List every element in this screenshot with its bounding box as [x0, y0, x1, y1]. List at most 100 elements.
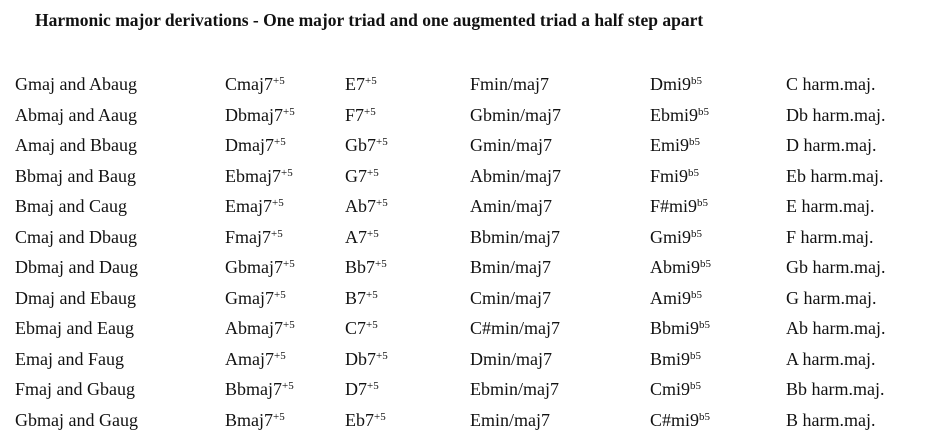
- cell-text: Dmaj7: [225, 135, 274, 155]
- cell-text: Ebmaj and Eaug: [15, 318, 134, 338]
- dom7-sharp5-chord-cell: E7+5: [345, 69, 377, 99]
- cell-text: D harm.maj.: [786, 135, 877, 155]
- mi9-flat5-chord-cell: Fmi9b5: [650, 161, 699, 191]
- cell-text: Gbmaj and Gaug: [15, 409, 138, 430]
- cell-text: Cmaj7: [225, 74, 273, 94]
- mi9-flat5-chord-cell: C#mi9b5: [650, 405, 710, 435]
- cell-superscript: b5: [699, 410, 711, 423]
- triad-pair-cell: Ebmaj and Eaug: [15, 313, 134, 343]
- cell-text: Bb7: [345, 257, 376, 277]
- harmonic-major-scale-cell: Bb harm.maj.: [786, 374, 884, 404]
- cell-superscript: b5: [699, 319, 711, 331]
- cell-text: Gb harm.maj.: [786, 257, 886, 277]
- maj7-sharp5-chord-cell: Emaj7+5: [225, 191, 284, 221]
- cell-superscript: +5: [367, 227, 379, 240]
- mi9-flat5-chord-cell: Bmi9b5: [650, 344, 701, 374]
- dom7-sharp5-chord-cell: Db7+5: [345, 344, 388, 374]
- min-maj7-chord-cell: C#min/maj7: [470, 313, 560, 343]
- cell-superscript: +5: [364, 105, 376, 118]
- cell-text: Ami9: [650, 287, 692, 308]
- cell-text: B7: [345, 287, 367, 308]
- mi9-flat5-chord-cell: Cmi9b5: [650, 374, 701, 404]
- cell-text: Ab7: [345, 196, 376, 216]
- min-maj7-chord-cell: Abmin/maj7: [470, 161, 561, 191]
- cell-text: Amaj and Bbaug: [15, 135, 137, 155]
- mi9-flat5-chord-cell: Ebmi9b5: [650, 100, 709, 130]
- maj7-sharp5-chord-cell: Amaj7+5: [225, 344, 286, 374]
- harmonic-major-scale-cell: Ab harm.maj.: [786, 313, 885, 343]
- table-row: Fmaj and Gbaug Bbmaj7+5 D7+5 Ebmin/maj7 Cmi9…: [0, 374, 940, 405]
- cell-superscript: b5: [690, 380, 702, 392]
- cell-superscript: +5: [272, 197, 284, 209]
- cell-text: A7: [345, 226, 367, 247]
- cell-text: E harm.maj.: [786, 196, 875, 216]
- min-maj7-chord-cell: Bbmin/maj7: [470, 222, 560, 252]
- harmonic-major-scale-cell: G harm.maj.: [786, 283, 876, 313]
- cell-text: Cmaj and Dbaug: [15, 226, 137, 247]
- derivations-table: Gmaj and Abaug Cmaj7+5 E7+5 Fmin/maj7 Dmi9b5…: [0, 69, 940, 435]
- min-maj7-chord-cell: Gmin/maj7: [470, 130, 552, 160]
- maj7-sharp5-chord-cell: Ebmaj7+5: [225, 161, 293, 191]
- cell-superscript: +5: [274, 349, 286, 362]
- cell-superscript: +5: [376, 197, 388, 209]
- triad-pair-cell: Bbmaj and Baug: [15, 161, 136, 191]
- table-row: Gmaj and Abaug Cmaj7+5 E7+5 Fmin/maj7 Dmi9b5…: [0, 69, 940, 100]
- cell-text: C harm.maj.: [786, 74, 876, 94]
- cell-text: G harm.maj.: [786, 287, 877, 308]
- min-maj7-chord-cell: Ebmin/maj7: [470, 374, 559, 404]
- cell-text: Bmaj and Caug: [15, 196, 127, 216]
- table-row: Dbmaj and Daug Gbmaj7+5 Bb7+5 Bmin/maj7 Abmi…: [0, 252, 940, 283]
- maj7-sharp5-chord-cell: Dmaj7+5: [225, 130, 286, 160]
- min-maj7-chord-cell: Fmin/maj7: [470, 69, 549, 99]
- dom7-sharp5-chord-cell: G7+5: [345, 161, 379, 191]
- cell-superscript: +5: [283, 105, 295, 118]
- mi9-flat5-chord-cell: Emi9b5: [650, 130, 700, 160]
- cell-text: Gmaj and Abaug: [15, 74, 137, 94]
- cell-text: Abmi9: [650, 257, 701, 277]
- cell-text: Db harm.maj.: [786, 104, 886, 125]
- cell-superscript: +5: [366, 319, 378, 331]
- mi9-flat5-chord-cell: Ami9b5: [650, 283, 702, 313]
- min-maj7-chord-cell: Gbmin/maj7: [470, 100, 561, 130]
- dom7-sharp5-chord-cell: B7+5: [345, 283, 378, 313]
- cell-superscript: +5: [375, 258, 387, 270]
- triad-pair-cell: Dbmaj and Daug: [15, 252, 138, 282]
- page-title: Harmonic major derivations - One major t…: [35, 10, 704, 30]
- cell-text: Cmin/maj7: [470, 287, 551, 308]
- cell-superscript: b5: [691, 288, 703, 301]
- cell-superscript: b5: [690, 349, 702, 362]
- cell-text: Gmin/maj7: [470, 135, 552, 155]
- cell-text: F#mi9: [650, 196, 698, 216]
- cell-text: F7: [345, 104, 365, 125]
- cell-superscript: b5: [688, 166, 700, 179]
- dom7-sharp5-chord-cell: C7+5: [345, 313, 378, 343]
- cell-superscript: +5: [283, 319, 295, 331]
- triad-pair-cell: Gbmaj and Gaug: [15, 405, 138, 435]
- dom7-sharp5-chord-cell: F7+5: [345, 100, 376, 130]
- cell-text: Abmaj7: [225, 318, 283, 338]
- triad-pair-cell: Bmaj and Caug: [15, 191, 127, 221]
- cell-text: Ebmi9: [650, 104, 698, 125]
- cell-text: Dbmaj7: [225, 104, 283, 125]
- cell-text: Emaj7: [225, 196, 272, 216]
- cell-text: Dmin/maj7: [470, 348, 552, 369]
- cell-superscript: +5: [273, 75, 285, 87]
- cell-text: Bmin/maj7: [470, 257, 551, 277]
- cell-text: C7: [345, 318, 367, 338]
- cell-text: Ebmin/maj7: [470, 379, 559, 399]
- maj7-sharp5-chord-cell: Gmaj7+5: [225, 283, 286, 313]
- cell-text: Dbmaj and Daug: [15, 257, 138, 277]
- maj7-sharp5-chord-cell: Dbmaj7+5: [225, 100, 295, 130]
- cell-text: Gmaj7: [225, 287, 274, 308]
- cell-text: C#mi9: [650, 409, 700, 430]
- mi9-flat5-chord-cell: Dmi9b5: [650, 69, 702, 99]
- triad-pair-cell: Gmaj and Abaug: [15, 69, 137, 99]
- triad-pair-cell: Dmaj and Ebaug: [15, 283, 136, 313]
- table-row: Bbmaj and Baug Ebmaj7+5 G7+5 Abmin/maj7 Fmi9…: [0, 161, 940, 192]
- cell-text: Dmi9: [650, 74, 692, 94]
- cell-text: Eb harm.maj.: [786, 165, 884, 186]
- min-maj7-chord-cell: Emin/maj7: [470, 405, 550, 435]
- harmonic-major-scale-cell: Db harm.maj.: [786, 100, 885, 130]
- cell-superscript: +5: [367, 380, 379, 392]
- cell-superscript: b5: [691, 227, 703, 240]
